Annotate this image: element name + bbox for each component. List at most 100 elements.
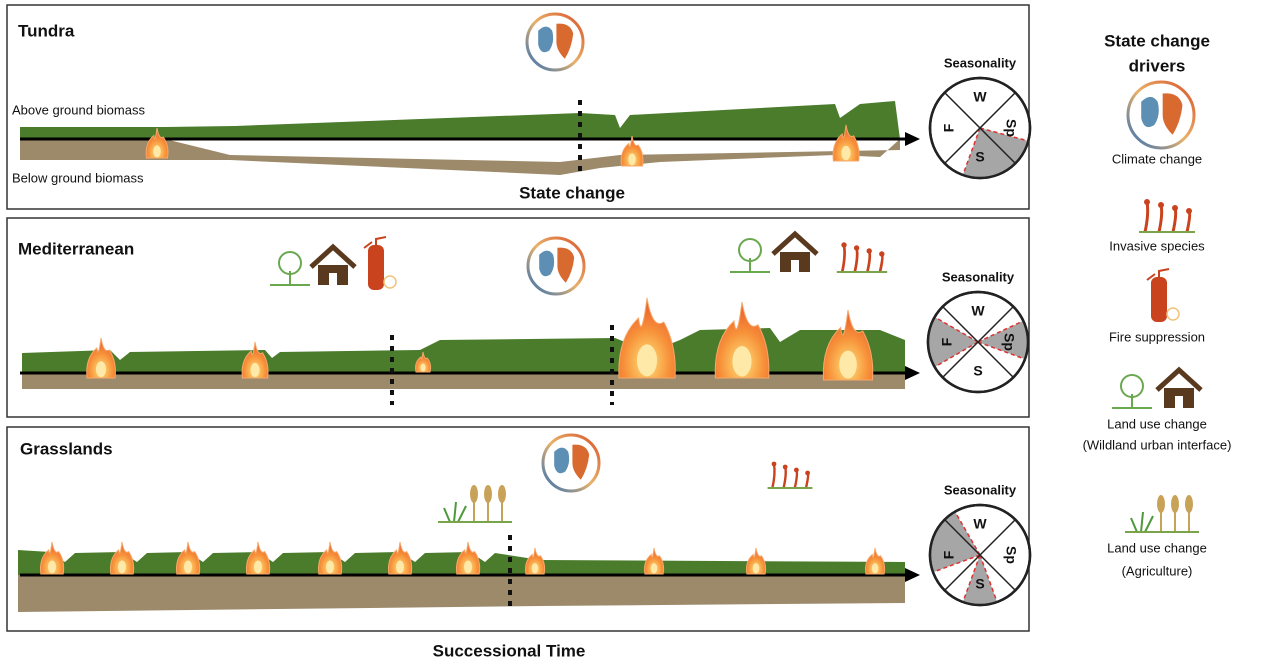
fire-season-sector bbox=[927, 317, 978, 367]
wheat-head bbox=[470, 485, 478, 503]
invasive-icon bbox=[878, 253, 884, 273]
extinguisher-icon bbox=[1151, 277, 1167, 322]
season-boundary bbox=[977, 341, 1026, 360]
season-boundary bbox=[962, 127, 981, 176]
wheel-rim bbox=[928, 503, 1032, 607]
invasive-bud bbox=[771, 461, 777, 467]
house-icon bbox=[1155, 366, 1203, 392]
fire-season-sector bbox=[962, 555, 998, 605]
flame-core bbox=[395, 560, 405, 574]
flame-core bbox=[325, 560, 335, 574]
globe-land bbox=[554, 447, 570, 474]
season-label: S bbox=[975, 576, 984, 592]
legend-label: (Agriculture) bbox=[1122, 563, 1193, 578]
house-icon bbox=[309, 243, 357, 269]
grass-icon bbox=[443, 501, 467, 523]
season-boundary bbox=[977, 320, 1024, 343]
globe-land bbox=[572, 444, 590, 480]
axis-arrow bbox=[905, 132, 920, 146]
invasive-bud bbox=[1186, 208, 1192, 214]
flame-core bbox=[839, 350, 857, 379]
flame-icon bbox=[109, 541, 135, 575]
flame-core bbox=[95, 361, 107, 378]
flame-icon bbox=[525, 547, 546, 575]
invasive-bud bbox=[841, 242, 847, 248]
season-boundary bbox=[979, 554, 998, 603]
flame-icon bbox=[317, 541, 343, 575]
legend-label: (Wildland urban interface) bbox=[1083, 437, 1232, 452]
flame-core bbox=[636, 344, 658, 377]
house-door bbox=[329, 273, 337, 285]
legend-title: State change bbox=[1104, 31, 1210, 50]
flame-icon bbox=[245, 541, 271, 575]
flame-core bbox=[117, 560, 127, 574]
globe-land bbox=[1162, 93, 1183, 135]
invasive-icon bbox=[793, 469, 799, 489]
drop-icon bbox=[383, 275, 397, 289]
flame-core bbox=[628, 153, 636, 166]
house-door bbox=[791, 260, 799, 272]
invasive-icon bbox=[771, 463, 776, 489]
panel-frame bbox=[6, 217, 1030, 418]
globe-icon bbox=[526, 236, 586, 296]
below-ground-biomass bbox=[20, 139, 900, 175]
legend-label: Climate change bbox=[1112, 151, 1202, 166]
flame-icon bbox=[832, 124, 860, 162]
panel-frame bbox=[6, 426, 1030, 632]
season-label: W bbox=[973, 516, 987, 532]
invasive-icon bbox=[782, 466, 787, 489]
drop-icon bbox=[1166, 307, 1180, 321]
season-boundary bbox=[954, 511, 981, 556]
invasive-icon bbox=[1185, 210, 1192, 233]
fire-season-sector bbox=[930, 511, 980, 573]
flame-icon bbox=[822, 309, 874, 381]
flame-core bbox=[752, 563, 760, 574]
season-boundary bbox=[934, 341, 979, 368]
season-label: F bbox=[941, 550, 957, 559]
season-label: Sp bbox=[1003, 546, 1019, 564]
legend-label: Land use change bbox=[1107, 416, 1207, 431]
flame-icon bbox=[644, 547, 665, 575]
panel-frame bbox=[6, 4, 1030, 210]
flame-icon bbox=[618, 297, 676, 379]
wheat-head bbox=[1171, 495, 1179, 513]
wheel-divider bbox=[942, 306, 1014, 378]
invasive-bud bbox=[879, 251, 885, 257]
season-label: Sp bbox=[1001, 333, 1017, 351]
season-label: Sp bbox=[1003, 119, 1019, 137]
flame-icon bbox=[145, 127, 169, 159]
seasonality-title: Seasonality bbox=[944, 482, 1017, 497]
flame-icon bbox=[387, 541, 413, 575]
tree-icon bbox=[278, 251, 302, 275]
invasive-icon bbox=[840, 244, 846, 273]
above-ground-biomass bbox=[20, 101, 900, 139]
flame-icon bbox=[714, 301, 770, 379]
wheel-rim bbox=[928, 76, 1032, 180]
season-label: S bbox=[975, 149, 984, 165]
grass-icon bbox=[1130, 511, 1154, 533]
globe-land bbox=[557, 247, 575, 283]
panel-title: Mediterranean bbox=[18, 239, 134, 258]
invasive-icon bbox=[853, 247, 859, 273]
globe-icon bbox=[525, 12, 585, 72]
panel-title: Grasslands bbox=[20, 439, 113, 458]
flame-core bbox=[650, 563, 658, 574]
invasive-icon bbox=[866, 250, 872, 273]
extinguisher-hose bbox=[363, 236, 387, 249]
invasive-bud bbox=[794, 467, 799, 473]
invasive-bud bbox=[1144, 199, 1150, 205]
x-axis-label: Successional Time bbox=[433, 641, 586, 660]
axis-arrow bbox=[905, 568, 920, 582]
season-label: S bbox=[973, 363, 982, 379]
season-boundary bbox=[934, 316, 979, 343]
season-boundary bbox=[962, 554, 981, 603]
flame-core bbox=[253, 560, 263, 574]
invasive-icon bbox=[1143, 201, 1150, 233]
season-label: F bbox=[941, 123, 957, 132]
globe-land bbox=[556, 23, 574, 59]
invasive-bud bbox=[866, 248, 872, 254]
flame-core bbox=[531, 563, 539, 574]
tree-icon bbox=[1120, 374, 1144, 398]
globe-land bbox=[539, 250, 555, 277]
